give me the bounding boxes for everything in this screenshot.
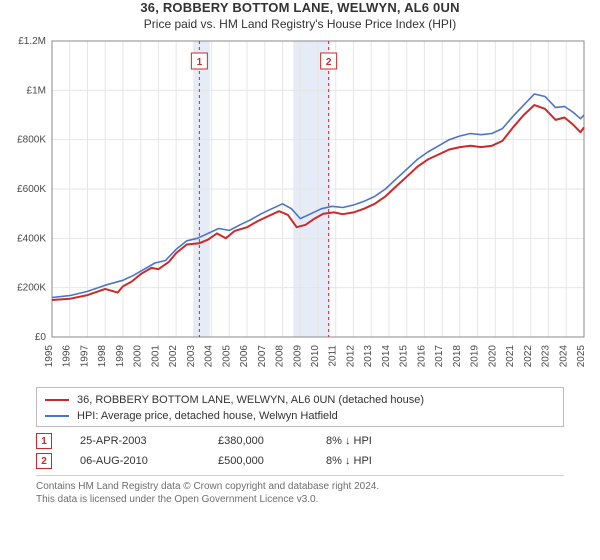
x-tick-label: 2000 xyxy=(133,345,144,368)
y-tick-label: £1M xyxy=(27,85,46,96)
x-tick-label: 1999 xyxy=(115,345,126,368)
transaction-date: 25-APR-2003 xyxy=(80,435,190,447)
legend-box: 36, ROBBERY BOTTOM LANE, WELWYN, AL6 0UN… xyxy=(36,387,564,427)
x-tick-label: 2001 xyxy=(150,345,161,368)
x-tick-label: 1995 xyxy=(44,345,55,368)
footer-divider xyxy=(36,475,564,476)
x-tick-label: 1998 xyxy=(97,345,108,368)
x-tick-label: 2022 xyxy=(523,345,534,368)
x-tick-label: 2023 xyxy=(541,345,552,368)
y-tick-label: £600K xyxy=(17,184,46,195)
y-tick-label: £200K xyxy=(17,283,46,294)
transaction-delta: 8% ↓ HPI xyxy=(326,435,372,447)
sale-marker: 2 xyxy=(326,57,332,68)
x-tick-label: 2016 xyxy=(416,345,427,368)
x-tick-label: 2019 xyxy=(470,345,481,368)
x-tick-label: 2003 xyxy=(186,345,197,368)
x-tick-label: 2015 xyxy=(399,345,410,368)
x-tick-label: 2004 xyxy=(204,345,215,368)
transaction-delta: 8% ↓ HPI xyxy=(326,455,372,467)
x-tick-label: 2024 xyxy=(558,345,569,368)
x-tick-label: 2014 xyxy=(381,345,392,368)
transactions-table: 1 25-APR-2003 £380,000 8% ↓ HPI 2 06-AUG… xyxy=(36,433,564,469)
y-tick-label: £400K xyxy=(17,233,46,244)
legend-label: HPI: Average price, detached house, Welw… xyxy=(77,408,338,424)
x-tick-label: 2007 xyxy=(257,345,268,368)
sale-marker: 1 xyxy=(197,57,203,68)
license-footer: Contains HM Land Registry data © Crown c… xyxy=(36,475,564,506)
price-chart: 1995 1996 1997 1998 1999 2000 2001 2002 2003 2004… xyxy=(0,35,600,383)
legend-swatch xyxy=(45,415,69,417)
legend-label: 36, ROBBERY BOTTOM LANE, WELWYN, AL6 0UN… xyxy=(77,392,424,408)
legend-row: 36, ROBBERY BOTTOM LANE, WELWYN, AL6 0UN… xyxy=(45,392,555,408)
x-tick-label: 2010 xyxy=(310,345,321,368)
footer-line: Contains HM Land Registry data © Crown c… xyxy=(36,480,564,493)
transaction-marker: 1 xyxy=(36,433,52,449)
x-tick-label: 2017 xyxy=(434,345,445,368)
x-tick-label: 2002 xyxy=(168,345,179,368)
x-tick-label: 2005 xyxy=(221,345,232,368)
transaction-marker: 2 xyxy=(36,453,52,469)
transaction-row: 2 06-AUG-2010 £500,000 8% ↓ HPI xyxy=(36,453,564,469)
transaction-price: £380,000 xyxy=(218,435,298,447)
x-tick-label: 1997 xyxy=(79,345,90,368)
transaction-price: £500,000 xyxy=(218,455,298,467)
x-tick-label: 2008 xyxy=(275,345,286,368)
y-tick-label: £0 xyxy=(35,332,47,343)
y-tick-label: £800K xyxy=(17,135,46,146)
x-tick-label: 1996 xyxy=(62,345,73,368)
y-tick-label: £1.2M xyxy=(18,36,46,47)
legend-row: HPI: Average price, detached house, Welw… xyxy=(45,408,555,424)
x-tick-label: 2013 xyxy=(363,345,374,368)
transaction-row: 1 25-APR-2003 £380,000 8% ↓ HPI xyxy=(36,433,564,449)
legend-swatch xyxy=(45,399,69,401)
page-title: 36, ROBBERY BOTTOM LANE, WELWYN, AL6 0UN xyxy=(0,0,600,15)
x-tick-label: 2009 xyxy=(292,345,303,368)
x-tick-label: 2012 xyxy=(345,345,356,368)
x-tick-label: 2018 xyxy=(452,345,463,368)
x-tick-label: 2006 xyxy=(239,345,250,368)
page-subtitle: Price paid vs. HM Land Registry's House … xyxy=(0,17,600,31)
footer-line: This data is licensed under the Open Gov… xyxy=(36,493,564,506)
x-tick-label: 2020 xyxy=(487,345,498,368)
x-tick-label: 2021 xyxy=(505,345,516,368)
transaction-date: 06-AUG-2010 xyxy=(80,455,190,467)
x-tick-label: 2025 xyxy=(576,345,587,368)
x-tick-label: 2011 xyxy=(328,345,339,367)
